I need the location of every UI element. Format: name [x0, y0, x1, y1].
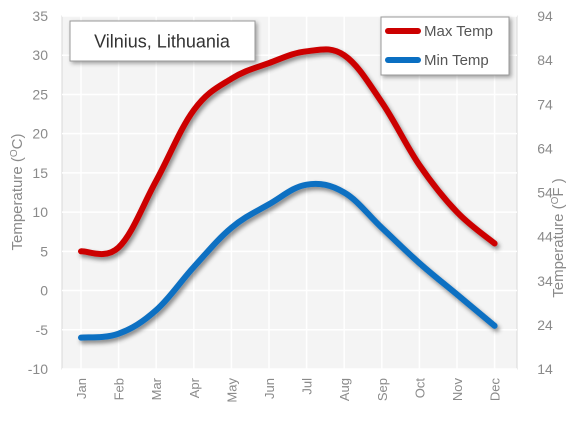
legend-label-max: Max Temp: [424, 23, 493, 40]
y-left-tick-label: 30: [32, 47, 48, 63]
x-tick-label: Aug: [337, 378, 352, 401]
y-axis-right-title-suffix: ): [550, 178, 567, 187]
y-left-tick-label: 35: [32, 8, 48, 24]
y-axis-right-title-prefix: Temperature (: [550, 204, 567, 297]
y-left-tick-label: -10: [28, 361, 48, 377]
x-tick-label: May: [224, 378, 239, 403]
x-tick-label: Jul: [300, 378, 315, 395]
x-tick-label: Sep: [375, 378, 390, 401]
y-axis-right-title: Temperature (OF ): [550, 178, 567, 298]
x-tick-label: Jan: [74, 378, 89, 399]
y-axis-left-title-unit: C: [9, 138, 26, 149]
x-tick-label: Apr: [187, 377, 202, 398]
x-tick-label: Nov: [450, 378, 465, 402]
x-tick-label: Jun: [262, 378, 277, 399]
y-axis-left-title-prefix: Temperature (: [9, 157, 26, 250]
x-tick-label: Oct: [412, 378, 427, 399]
y-axis-left-title-suffix: ): [9, 134, 26, 139]
y-left-tick-label: 10: [32, 204, 48, 220]
y-axis-right-title-unit: F: [550, 187, 567, 196]
y-left-tick-label: 0: [40, 283, 48, 299]
y-left-tick-label: 20: [32, 126, 48, 142]
y-right-tick-label: 94: [537, 8, 553, 24]
y-right-tick-label: 24: [537, 317, 553, 333]
y-left-tick-label: -5: [36, 322, 49, 338]
y-axis-left-title: Temperature (OC): [9, 134, 26, 251]
x-tick-label: Feb: [112, 378, 127, 400]
legend: Max Temp Min Temp: [381, 17, 509, 75]
y-right-tick-label: 84: [537, 52, 553, 68]
x-tick-label: Mar: [149, 377, 164, 400]
y-right-tick-label: 74: [537, 96, 553, 112]
x-axis-ticks: Jan Feb Mar Apr May Jun Jul Aug Sep Oct Nov Dec: [74, 377, 503, 402]
x-tick-label: Dec: [488, 378, 503, 402]
y-left-tick-label: 5: [40, 243, 48, 259]
chart-title: Vilnius, Lithuania: [94, 32, 231, 52]
y-right-tick-label: 64: [537, 140, 553, 156]
left-axis-ticks: -10 -5 0 5 10 15 20 25 30 35: [28, 8, 48, 377]
y-right-tick-label: 14: [537, 361, 553, 377]
y-left-tick-label: 15: [32, 165, 48, 181]
y-left-tick-label: 25: [32, 86, 48, 102]
legend-label-min: Min Temp: [424, 52, 489, 69]
